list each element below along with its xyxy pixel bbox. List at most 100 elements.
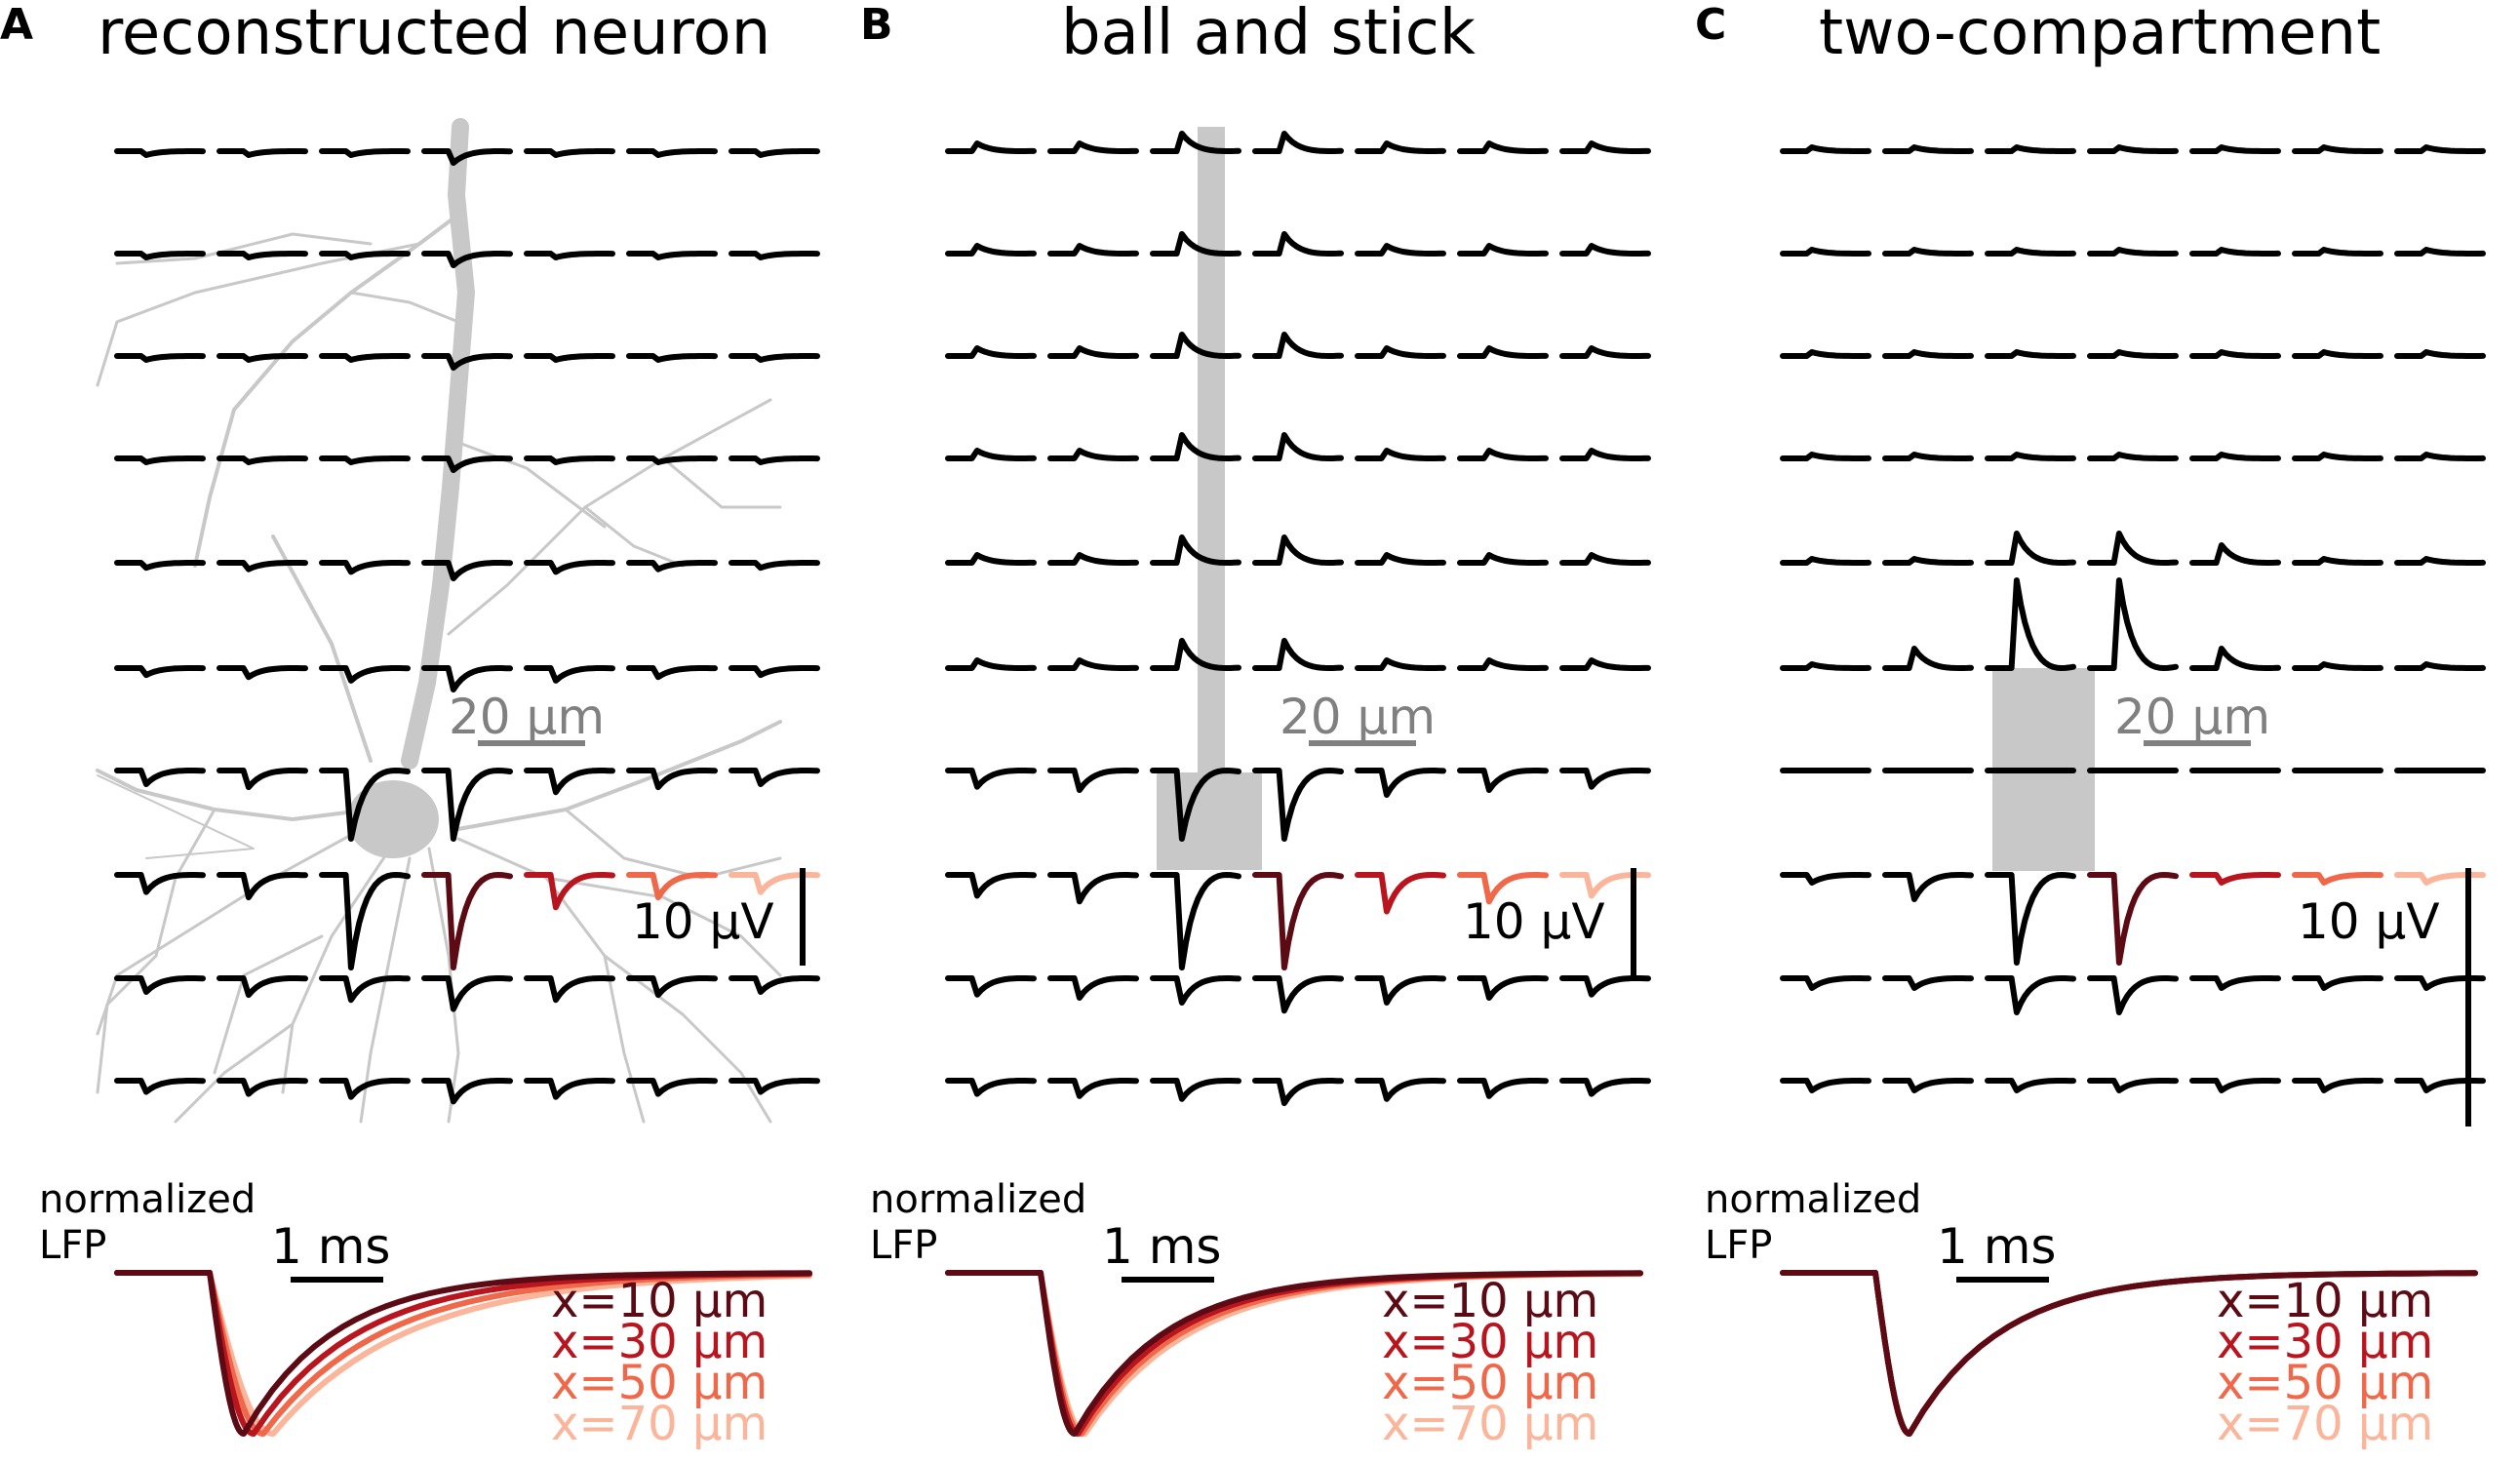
eap-trace: [217, 665, 308, 681]
eap-trace: [1882, 452, 1974, 461]
legend-entry: x=30 µm: [551, 1315, 768, 1369]
panel-c-two-compartment: C two-compartment 20 µm 10 µV normalized…: [1695, 0, 2486, 1451]
eap-trace: [626, 665, 718, 681]
neuron-soma: [347, 780, 439, 858]
eap-trace: [524, 560, 615, 575]
panel-title: reconstructed neuron: [98, 0, 770, 69]
eap-trace: [1457, 345, 1549, 359]
eap-trace: [524, 148, 615, 158]
eap-trace: [728, 148, 820, 158]
eap-trace: [1780, 247, 1871, 257]
eap-trace: [1985, 349, 2076, 359]
eap-trace: [945, 243, 1037, 257]
eap-trace: [1355, 1078, 1446, 1102]
eap-trace: [217, 455, 308, 465]
eap-trace: [524, 353, 615, 363]
eap-trace: [2189, 1078, 2281, 1093]
eap-grid: [945, 131, 1651, 1107]
eap-trace: [1047, 243, 1139, 257]
legend-entry: x=50 µm: [2217, 1356, 2433, 1410]
eap-trace: [1252, 332, 1344, 359]
panel-title: ball and stick: [1061, 0, 1476, 69]
eap-trace: [421, 975, 513, 1012]
eap-trace: [1150, 231, 1241, 257]
legend-entry: x=30 µm: [1382, 1315, 1598, 1369]
eap-trace: [1559, 657, 1651, 671]
eap-trace: [524, 1078, 615, 1100]
voltage-scalebar-label: 10 µV: [632, 893, 774, 950]
eap-trace: [1150, 432, 1241, 461]
eap-trace: [728, 455, 820, 465]
eap-trace: [1985, 577, 2076, 671]
eap-trace: [217, 251, 308, 260]
eap-trace: [2189, 452, 2281, 461]
eap-trace: [319, 975, 411, 1004]
eap-trace: [2394, 661, 2486, 671]
eap-trace: [1780, 1078, 1871, 1093]
eap-trace: [114, 560, 206, 572]
eap-trace: [2087, 577, 2179, 671]
eap-trace: [1559, 345, 1651, 359]
legend-entry: x=50 µm: [1382, 1356, 1598, 1410]
eap-trace: [1985, 1078, 2076, 1093]
eap-trace: [524, 665, 615, 684]
eap-trace: [728, 975, 820, 995]
eap-trace: [1047, 975, 1139, 1001]
eap-trace: [421, 560, 513, 581]
eap-trace: [114, 665, 206, 679]
eap-trace: [1559, 140, 1651, 154]
eap-trace: [217, 1078, 308, 1097]
eap-trace: [421, 148, 513, 166]
eap-trace: [1150, 872, 1241, 970]
eap-trace: [421, 1078, 513, 1105]
legend-entry: x=50 µm: [551, 1356, 768, 1410]
eap-trace: [1047, 657, 1139, 671]
normalized-lfp-traces: [114, 1270, 812, 1437]
eap-trace: [2189, 247, 2281, 257]
eap-trace: [728, 768, 820, 787]
eap-trace: [1559, 975, 1651, 998]
normalized-lfp-traces: [1780, 1270, 2478, 1437]
eap-trace: [1882, 646, 1974, 671]
eap-trace: [1559, 448, 1651, 461]
eap-trace: [319, 251, 411, 260]
eap-trace: [1047, 552, 1139, 566]
eap-trace: [1355, 243, 1446, 257]
eap-trace: [2394, 1078, 2486, 1093]
eap-trace: [2292, 452, 2383, 461]
eap-trace: [1882, 144, 1974, 154]
eap-trace: [524, 872, 615, 911]
panel-title: two-compartment: [1819, 0, 2381, 69]
eap-trace: [945, 657, 1037, 671]
eap-trace: [1882, 975, 1974, 991]
panel-a-reconstructed-neuron: A reconstructed neuron: [0, 0, 820, 1451]
eap-trace: [1150, 131, 1241, 154]
soma-ball: [1157, 772, 1262, 870]
eap-trace: [2087, 144, 2179, 154]
eap-trace: [1047, 448, 1139, 461]
eap-trace: [1252, 432, 1344, 461]
eap-trace: [626, 353, 718, 363]
eap-trace: [1457, 768, 1549, 793]
eap-trace: [1985, 531, 2076, 566]
eap-trace: [217, 975, 308, 999]
eap-trace: [2087, 975, 2179, 1015]
distance-scalebar-label: 20 µm: [1280, 689, 1436, 745]
eap-trace: [1047, 768, 1139, 793]
eap-trace: [1780, 872, 1871, 886]
eap-trace: [114, 872, 206, 895]
eap-trace: [2394, 144, 2486, 154]
eap-trace: [945, 975, 1037, 998]
eap-trace: [945, 1078, 1037, 1097]
eap-trace: [421, 665, 513, 692]
eap-trace: [626, 872, 718, 901]
eap-trace: [524, 768, 615, 796]
eap-trace: [1780, 452, 1871, 461]
eap-trace: [1457, 552, 1549, 566]
eap-trace: [1355, 768, 1446, 798]
eap-trace: [2189, 349, 2281, 359]
eap-trace: [2394, 349, 2486, 359]
eap-trace: [1985, 975, 2076, 1015]
lfp-axis-label-line2: LFP: [1705, 1223, 1772, 1268]
lfp-axis-label-line2: LFP: [870, 1223, 937, 1268]
